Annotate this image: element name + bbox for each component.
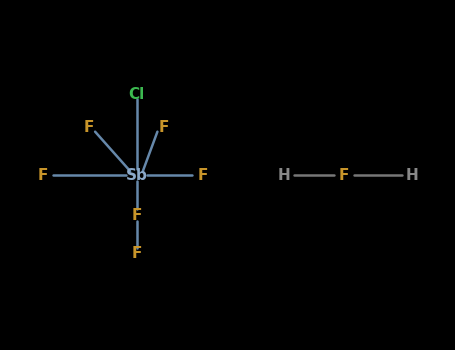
Text: F: F	[131, 246, 142, 261]
Text: H: H	[278, 168, 291, 182]
Text: Sb: Sb	[126, 168, 147, 182]
Text: F: F	[38, 168, 48, 182]
Text: F: F	[131, 208, 142, 223]
Text: F: F	[197, 168, 207, 182]
Text: H: H	[405, 168, 418, 182]
Text: Cl: Cl	[128, 87, 145, 102]
Text: F: F	[84, 120, 94, 135]
Text: F: F	[339, 168, 349, 182]
Text: F: F	[159, 120, 169, 135]
